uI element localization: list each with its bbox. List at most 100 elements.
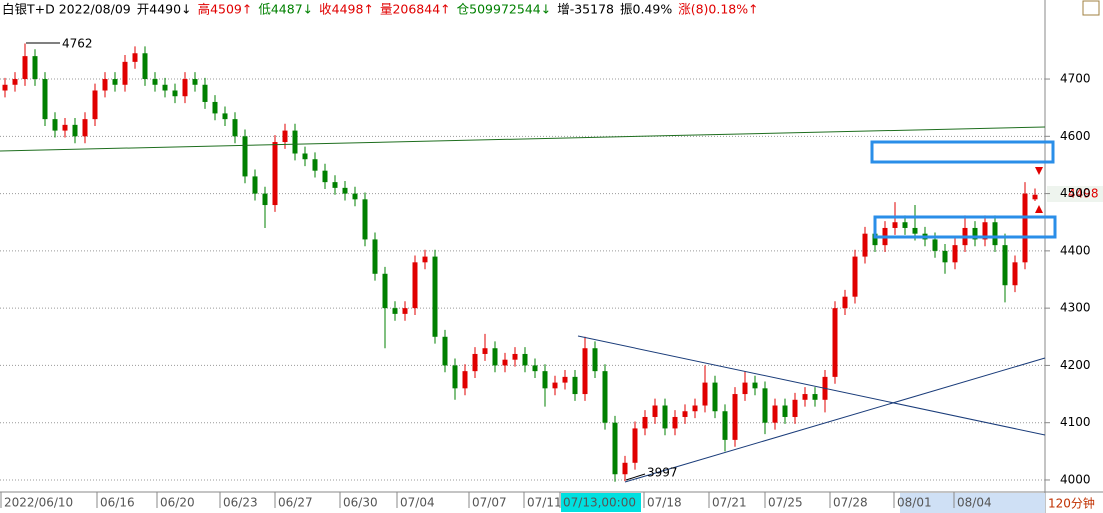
candle-body <box>62 124 68 131</box>
candle-body <box>472 353 478 372</box>
candle-body <box>442 336 448 366</box>
candle-body <box>502 359 508 366</box>
candle-body <box>932 239 938 251</box>
y-tick-label: 4000 <box>1060 472 1091 486</box>
candle-body <box>72 124 78 137</box>
candle-body <box>852 256 858 297</box>
candle-body <box>372 239 378 274</box>
candle-body <box>392 308 398 314</box>
period: 120分钟 <box>1048 496 1095 511</box>
candle-body <box>892 222 898 228</box>
candle-body <box>492 348 498 366</box>
last-price: 4498 <box>1068 187 1099 201</box>
candle-body <box>842 296 848 309</box>
candle-body <box>982 222 988 240</box>
y-tick-label: 4500 <box>1060 186 1091 200</box>
candle-body <box>1022 193 1028 263</box>
candle-body <box>182 79 188 97</box>
x-tick-label: 07/13,00:00 <box>563 496 636 510</box>
candle-body <box>432 256 438 337</box>
candle-body <box>302 153 308 160</box>
header-item: 开4490↓ <box>137 2 192 17</box>
y-tick-label: 4300 <box>1060 301 1091 315</box>
candle-body <box>802 394 808 400</box>
candle-body <box>992 222 998 246</box>
candle-body <box>1012 262 1018 286</box>
candle-body <box>282 130 288 143</box>
candle-body <box>342 187 348 194</box>
header-item: 白银T+D 2022/08/09 <box>2 2 131 17</box>
x-tick-label: 08/04 <box>957 496 992 510</box>
candle-body <box>572 376 578 395</box>
candle-body <box>402 308 408 314</box>
candle-body <box>1032 194 1038 200</box>
candle-body <box>192 79 198 85</box>
y-tick-label: 4700 <box>1060 72 1091 86</box>
candle-body <box>812 394 818 400</box>
candle-body <box>672 416 678 429</box>
candle-body <box>952 245 958 263</box>
candle-body <box>22 56 28 80</box>
candle-body <box>662 405 668 429</box>
corner-icon <box>1082 0 1100 16</box>
range-box <box>873 215 1057 239</box>
candle-body <box>292 130 298 154</box>
candle-body <box>592 348 598 372</box>
candle-body <box>132 53 138 62</box>
candle-body <box>612 422 618 475</box>
x-tick-label: 08/01 <box>897 496 932 510</box>
y-tick-label: 4600 <box>1060 129 1091 143</box>
candle-body <box>792 399 798 417</box>
header-item: 高4509↑ <box>198 2 253 17</box>
candle-body <box>262 193 268 206</box>
high-annotation: 4762 <box>62 37 93 51</box>
y-tick-label: 4200 <box>1060 358 1091 372</box>
candle-body <box>532 365 538 372</box>
x-tick-label: 07/18 <box>647 496 682 510</box>
candle-body <box>362 199 368 240</box>
candle-body <box>222 113 228 120</box>
candle-body <box>912 227 918 234</box>
header-item: 增-35178 <box>557 2 614 17</box>
x-tick-label: 07/07 <box>472 496 507 510</box>
candle-body <box>12 79 18 85</box>
x-tick-label: 07/21 <box>712 496 747 510</box>
candle-body <box>682 411 688 417</box>
candle-body <box>2 84 8 91</box>
candle-body <box>542 371 548 389</box>
header-item: 仓509972544↓ <box>457 2 552 17</box>
range-box <box>870 140 1055 164</box>
x-tick-label: 07/11 <box>527 496 562 510</box>
candle-body <box>112 79 118 85</box>
candle-body <box>622 462 628 475</box>
candle-body <box>82 119 88 137</box>
candle-body <box>582 348 588 395</box>
candle-body <box>382 273 388 309</box>
candle-body <box>872 233 878 246</box>
candle-body <box>212 101 218 114</box>
header-item: 低4487↓ <box>258 2 313 17</box>
candle-body <box>602 371 608 423</box>
candle-body <box>832 308 838 377</box>
candle-body <box>102 79 108 91</box>
candle-body <box>352 193 358 200</box>
trend-line <box>624 357 1046 483</box>
candle-body <box>722 411 728 440</box>
candle-body <box>762 388 768 423</box>
cursor-date-bg <box>561 493 641 512</box>
candle-body <box>462 371 468 389</box>
candle-body <box>772 405 778 423</box>
candle-body <box>702 382 708 406</box>
header-item: 量206844↑ <box>380 2 451 17</box>
x-tick-label: 06/27 <box>278 496 313 510</box>
candle-body <box>732 394 738 440</box>
arrow-down <box>1035 167 1043 175</box>
candle-body <box>552 382 558 389</box>
x-tick-label: 06/30 <box>343 496 378 510</box>
date-highlight <box>900 493 1045 513</box>
x-tick-label: 06/16 <box>100 496 135 510</box>
x-tick-label: 06/23 <box>223 496 258 510</box>
candle-body <box>202 84 208 102</box>
candle-body <box>632 428 638 463</box>
